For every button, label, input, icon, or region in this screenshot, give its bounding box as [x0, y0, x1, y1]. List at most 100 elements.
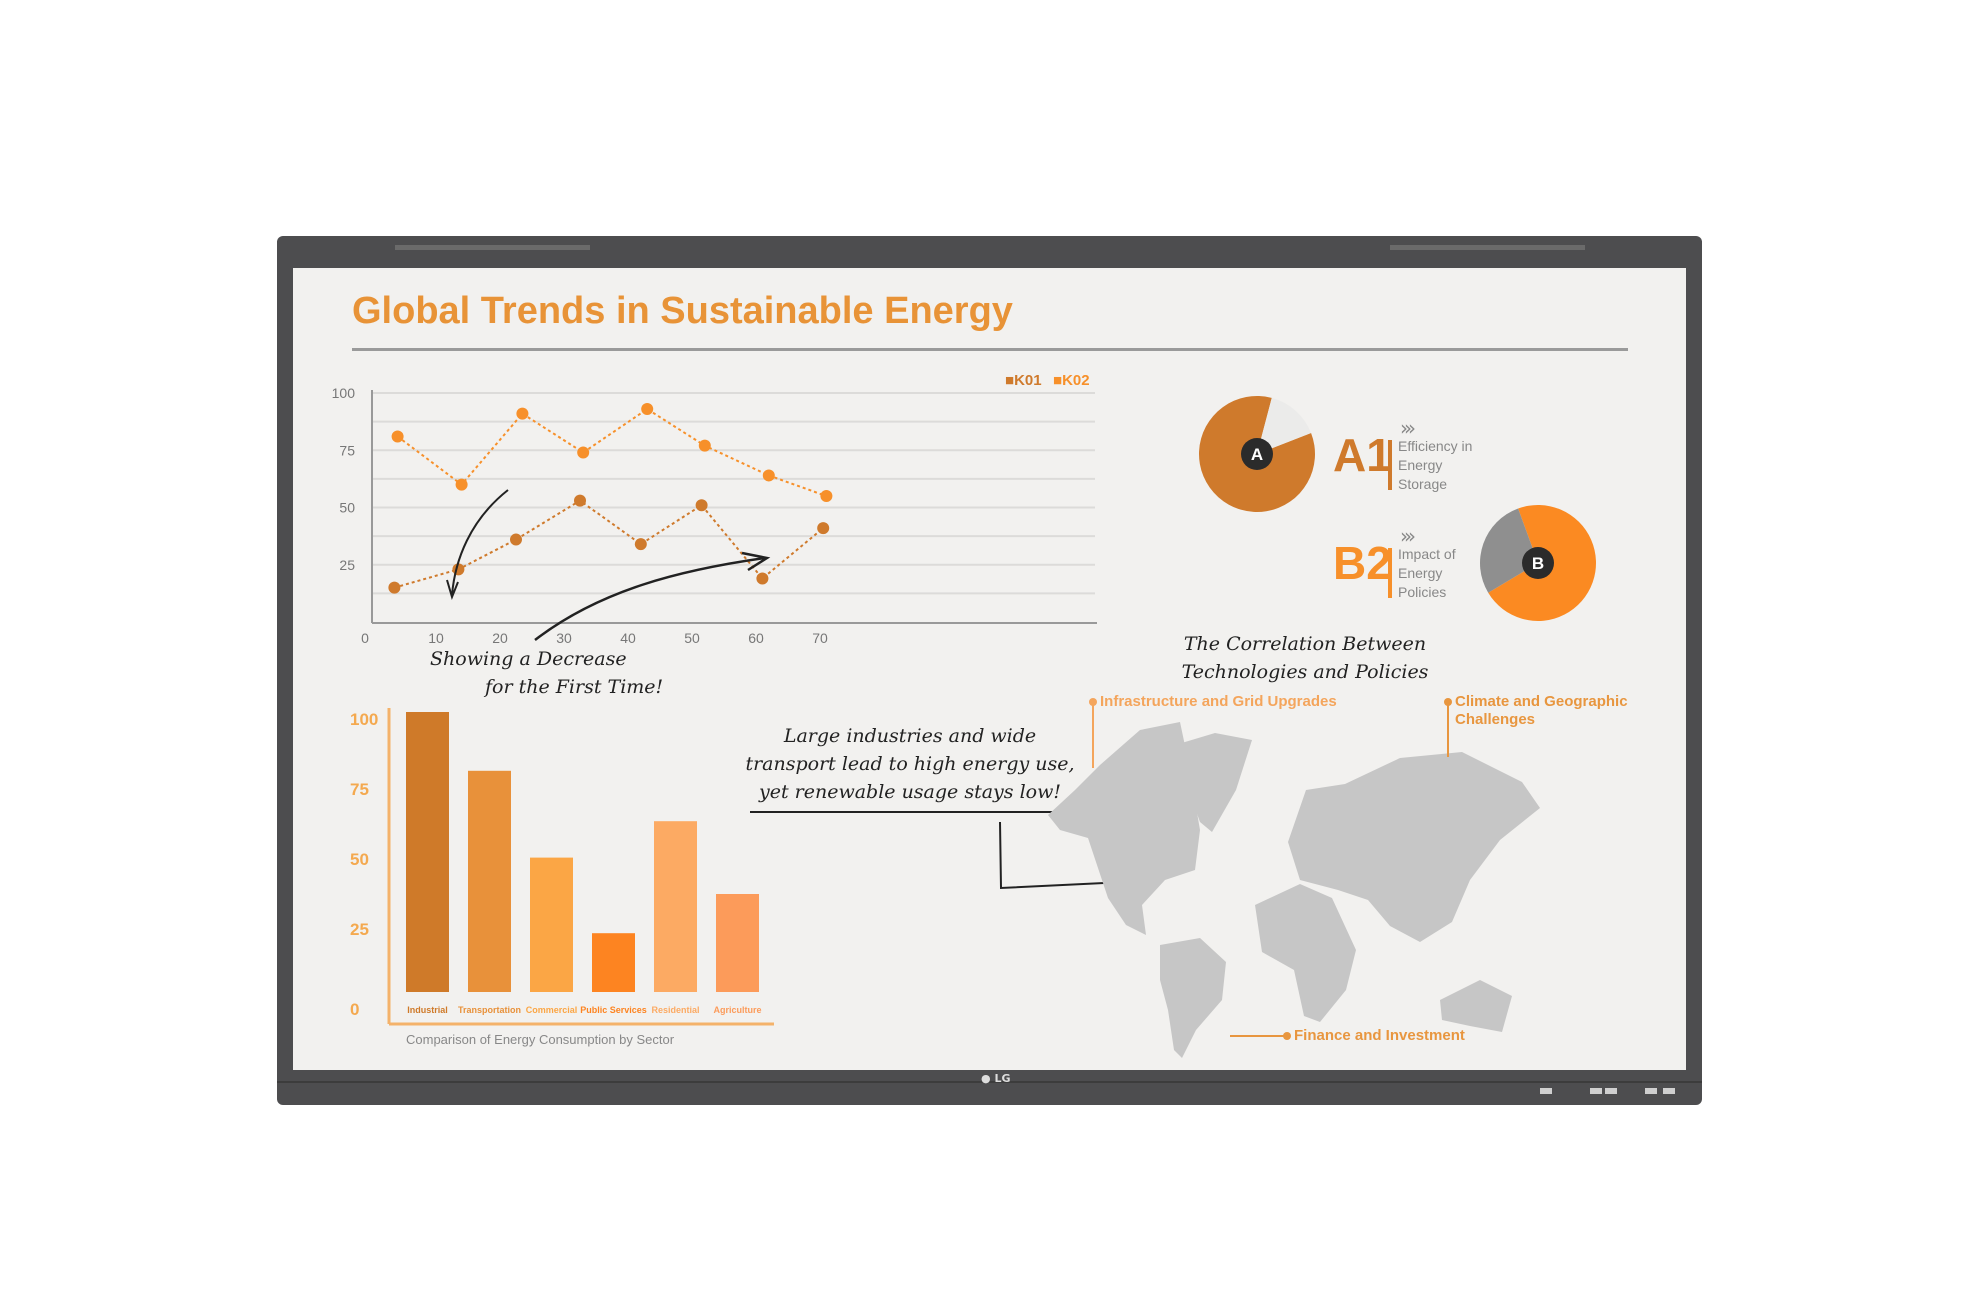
- data-point-K01: [756, 572, 769, 585]
- page-title: Global Trends in Sustainable Energy: [352, 290, 1013, 332]
- continent: [1160, 938, 1226, 1058]
- bar-y-tick-label: 0: [350, 1000, 359, 1019]
- x-tick-label: 20: [492, 630, 508, 646]
- legend-k02-label: K02: [1062, 372, 1090, 389]
- bar-category-label: Public Services: [580, 1005, 647, 1015]
- bar-y-tick-label: 75: [350, 780, 369, 799]
- y-tick-label: 25: [339, 557, 355, 573]
- x-tick-label: 40: [620, 630, 636, 646]
- map-heading-line: Technologies and Policies: [1181, 661, 1429, 683]
- map-heading: The Correlation Between Technologies and…: [1160, 630, 1450, 686]
- continent: [1048, 722, 1200, 935]
- bar-y-tick-label: 25: [350, 920, 369, 939]
- kpi-a1-text: Efficiency in Energy Storage: [1398, 437, 1472, 494]
- x-tick-label: 0: [361, 630, 369, 646]
- kpi-a1-line: Efficiency in: [1398, 438, 1473, 454]
- data-point-K02: [577, 446, 590, 459]
- port-icon: [1663, 1088, 1675, 1094]
- pie-A-label: A: [1251, 445, 1263, 464]
- legend-k01-label: K01: [1014, 372, 1042, 389]
- note-line: transport lead to high energy use,: [745, 753, 1075, 775]
- kpi-b2-text: Impact of Energy Policies: [1398, 545, 1456, 602]
- bar-category-label: Residential: [651, 1005, 699, 1015]
- data-point-K01: [695, 499, 708, 512]
- data-point-K02: [698, 439, 711, 452]
- port-icon: [1590, 1088, 1602, 1094]
- bar-chart-caption: Comparison of Energy Consumption by Sect…: [406, 1032, 675, 1047]
- data-point-K02: [820, 490, 833, 503]
- data-point-K01: [388, 581, 401, 594]
- label-climate: Climate and Geographic Challenges: [1455, 693, 1628, 729]
- data-point-K01: [817, 522, 830, 535]
- bar-agriculture: [716, 894, 759, 992]
- continent: [1255, 884, 1356, 1022]
- bar-category-label: Industrial: [407, 1005, 448, 1015]
- pie-B-slice: [1480, 508, 1538, 593]
- port-icon: [1605, 1088, 1617, 1094]
- legend-k02: ■K02: [1053, 372, 1090, 389]
- bar-category-label: Commercial: [526, 1005, 578, 1015]
- screen: [293, 268, 1686, 1070]
- pie-A-slice: [1257, 397, 1312, 454]
- label-infrastructure: Infrastructure and Grid Upgrades: [1100, 693, 1337, 710]
- bar-residential: [654, 821, 697, 992]
- middle-note: Large industries and wide transport lead…: [740, 722, 1080, 806]
- kpi-a1-divider: [1388, 440, 1392, 490]
- legend-k01: ■K01: [1005, 372, 1042, 389]
- data-point-K02: [516, 407, 529, 420]
- note-arrow: [999, 821, 1126, 890]
- label-finance: Finance and Investment: [1294, 1027, 1465, 1044]
- x-tick-label: 60: [748, 630, 764, 646]
- pie-B-center: [1522, 547, 1554, 579]
- continent: [1288, 752, 1540, 942]
- kpi-a1-line: Storage: [1398, 476, 1448, 492]
- bar-transportation: [468, 770, 511, 992]
- continent: [1440, 980, 1512, 1032]
- line-annotation-1: Showing a Decrease: [430, 648, 627, 670]
- pie-B-label: B: [1532, 554, 1544, 573]
- arrow-head-icon: [446, 579, 459, 601]
- y-tick-label: 75: [339, 442, 355, 458]
- bar-y-tick-label: 100: [350, 710, 378, 729]
- map-heading-line: The Correlation Between: [1183, 633, 1427, 655]
- series-line-K02: [396, 407, 827, 497]
- port-icon: [1540, 1088, 1552, 1094]
- y-tick-label: 50: [339, 500, 355, 516]
- world-map: [1048, 722, 1540, 1058]
- data-point-K01: [510, 533, 522, 546]
- kpi-a1-code: A1: [1333, 429, 1392, 481]
- data-point-K02: [455, 478, 468, 491]
- label-climate-line: Climate and Geographic: [1455, 693, 1628, 710]
- x-tick-label: 10: [428, 630, 444, 646]
- kpi-b2-code: B2: [1333, 537, 1392, 589]
- speaker-grille: [395, 245, 590, 250]
- bar-industrial: [406, 712, 449, 992]
- data-point-K02: [641, 403, 654, 416]
- x-tick-label: 70: [812, 630, 828, 646]
- bar-commercial: [530, 857, 573, 992]
- x-tick-label: 30: [556, 630, 572, 646]
- kpi-a1-line: Energy: [1398, 457, 1443, 473]
- port-icon: [1645, 1088, 1657, 1094]
- kpi-b2-line: Policies: [1398, 584, 1447, 600]
- bar-category-label: Agriculture: [713, 1005, 761, 1015]
- bar-public-services: [592, 933, 635, 992]
- arrow-head-icon: [741, 551, 771, 572]
- data-point-K01: [574, 494, 586, 507]
- note-line: Large industries and wide: [783, 725, 1037, 747]
- speaker-grille: [1390, 245, 1585, 250]
- data-point-K02: [762, 469, 775, 482]
- kpi-b2-line: Impact of: [1398, 546, 1456, 562]
- continent: [1175, 733, 1252, 832]
- kpi-b2-divider: [1388, 548, 1392, 598]
- note-line: yet renewable usage stays low!: [759, 781, 1061, 803]
- lg-logo: ● LG: [981, 1072, 1011, 1085]
- pie-A-center: [1241, 438, 1273, 470]
- label-climate-line: Challenges: [1455, 711, 1536, 728]
- bar-category-label: Transportation: [458, 1005, 521, 1015]
- brand-text: LG: [994, 1072, 1011, 1085]
- bar-y-tick-label: 50: [350, 850, 369, 869]
- line-annotation-2: for the First Time!: [485, 676, 664, 698]
- data-point-K01: [634, 538, 647, 551]
